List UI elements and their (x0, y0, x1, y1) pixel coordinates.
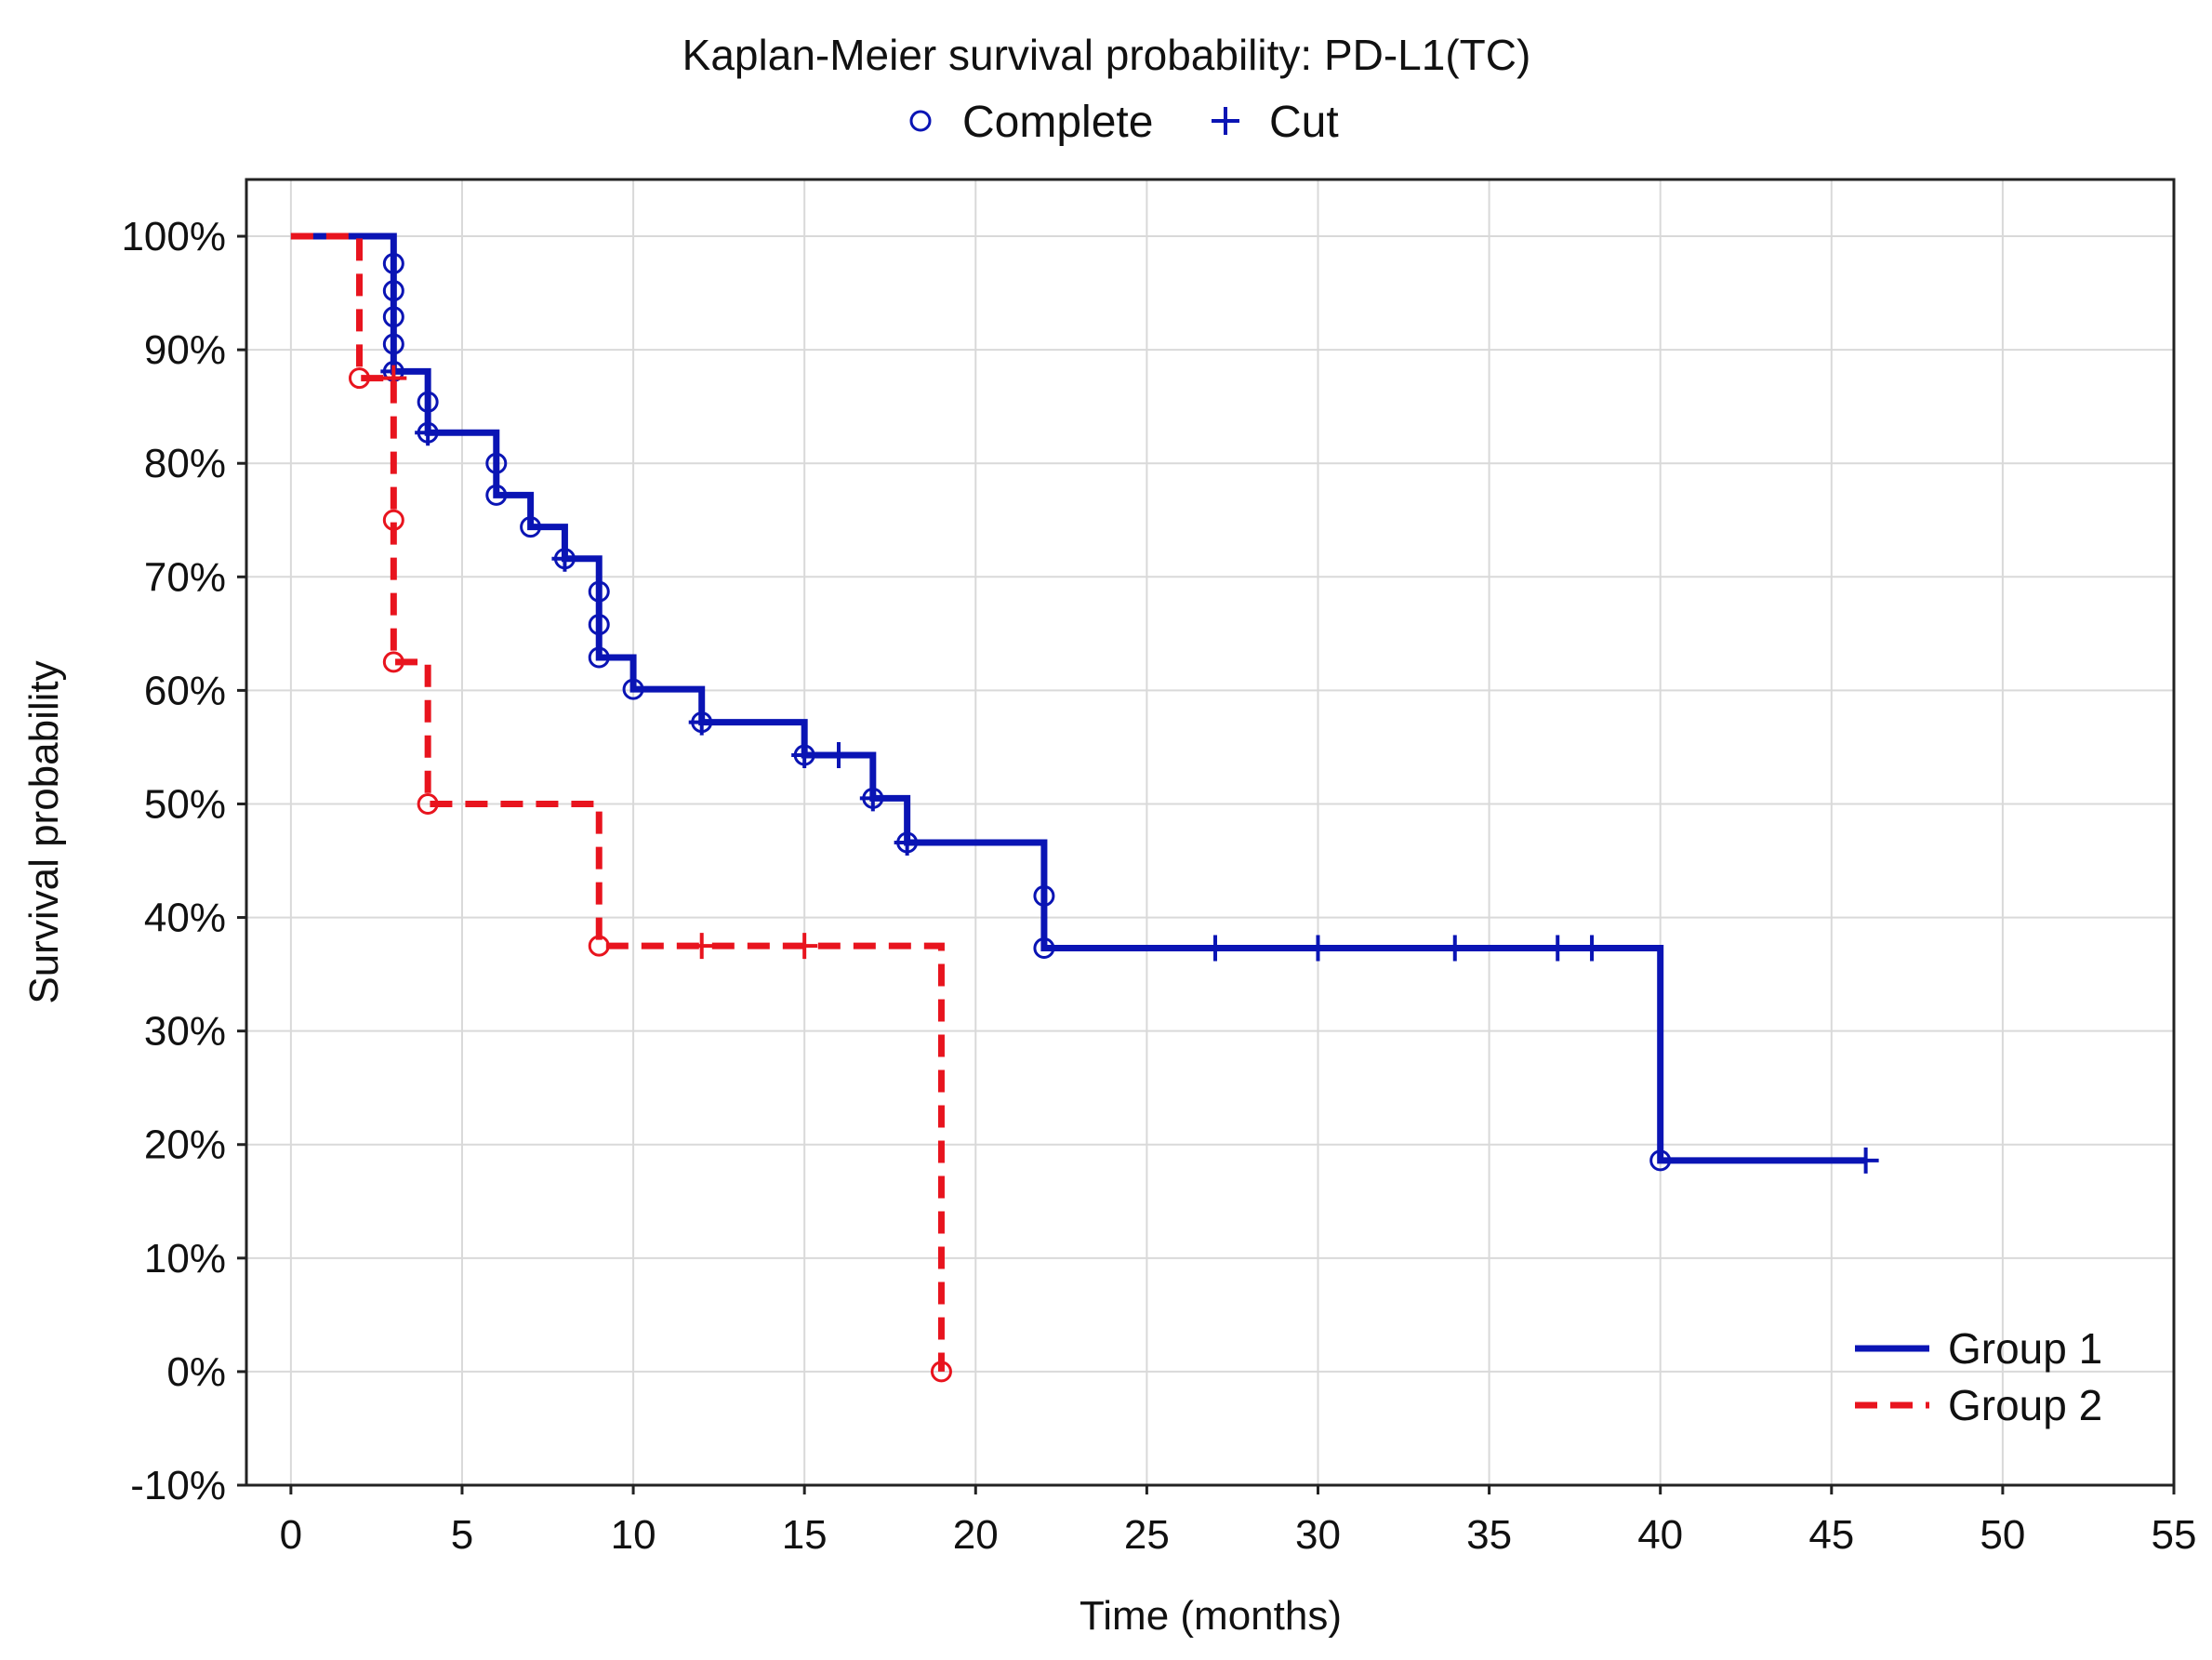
complete-marker (349, 367, 371, 390)
complete-marker (382, 651, 404, 673)
x-tick-label: 15 (782, 1512, 828, 1558)
group-2-legend-label: Group 2 (1948, 1381, 2102, 1429)
y-tick-label: 50% (144, 781, 226, 827)
y-tick-label: 10% (144, 1236, 226, 1282)
complete-marker (1649, 1149, 1672, 1172)
y-tick-label: 90% (144, 327, 226, 373)
censored-marker (1579, 935, 1606, 962)
complete-marker (930, 1361, 952, 1383)
series-1-line (290, 232, 1866, 1164)
complete-legend-symbol (909, 110, 932, 132)
grid-lines (246, 179, 2175, 1486)
chart-title: Kaplan-Meier survival probability: PD-L1… (682, 31, 1531, 79)
y-tick-label: -10% (130, 1463, 226, 1508)
complete-marker (382, 509, 404, 531)
x-axis-label: Time (months) (1080, 1593, 1342, 1639)
x-tick-label: 45 (1808, 1512, 1854, 1558)
censored-marker (894, 829, 921, 856)
y-tick-label: 30% (144, 1009, 226, 1055)
censored-marker (1305, 935, 1331, 962)
series-2 (290, 232, 952, 1383)
censored-marker (551, 545, 578, 572)
censored-marker (1544, 935, 1571, 962)
complete-marker (382, 252, 404, 274)
cut-legend-label: Cut (1269, 98, 1339, 147)
x-tick-label: 0 (280, 1512, 302, 1558)
complete-marker (520, 516, 542, 538)
x-tick-label: 10 (611, 1512, 656, 1558)
complete-marker (382, 333, 404, 355)
plot-frame (245, 178, 2176, 1487)
censored-marker (859, 785, 886, 812)
x-axis-ticks: 0 5 10 15 20 25 30 35 40 45 50 55 (280, 1485, 2197, 1558)
complete-marker (1033, 884, 1055, 907)
complete-marker (382, 280, 404, 302)
complete-marker (588, 935, 610, 957)
censored-marker (1852, 1147, 1879, 1174)
complete-marker (485, 484, 508, 506)
censored-marker (688, 933, 715, 960)
y-tick-label: 60% (144, 668, 226, 713)
censored-marker (1441, 935, 1468, 962)
y-tick-label: 100% (121, 214, 226, 259)
y-tick-label: 20% (144, 1122, 226, 1168)
complete-marker (417, 391, 439, 413)
complete-legend-label: Complete (962, 98, 1153, 147)
y-tick-label: 80% (144, 441, 226, 486)
censored-marker (791, 933, 818, 960)
complete-marker (382, 306, 404, 328)
x-tick-label: 25 (1124, 1512, 1170, 1558)
x-tick-label: 50 (1980, 1512, 2025, 1558)
series-layer (290, 232, 1879, 1383)
complete-marker (1033, 937, 1055, 960)
complete-marker (588, 614, 610, 636)
y-tick-label: 40% (144, 896, 226, 941)
censored-marker (1202, 935, 1229, 962)
x-tick-label: 40 (1637, 1512, 1683, 1558)
x-tick-label: 20 (953, 1512, 999, 1558)
censored-marker (825, 741, 852, 768)
censored-marker (415, 419, 442, 446)
y-axis-label: Survival probability (21, 660, 67, 1003)
complete-marker (417, 792, 439, 815)
censored-marker (791, 741, 818, 768)
x-tick-label: 5 (451, 1512, 473, 1558)
group-1-legend-label: Group 1 (1948, 1324, 2102, 1373)
cut-legend-symbol (1212, 107, 1239, 135)
complete-marker (622, 678, 644, 700)
complete-marker (485, 452, 508, 474)
y-tick-label: 0% (166, 1349, 226, 1395)
series-1 (290, 232, 1879, 1174)
complete-marker (588, 646, 610, 669)
x-tick-label: 30 (1295, 1512, 1341, 1558)
censored-marker (380, 365, 407, 392)
marker-legend: Complete Cut (909, 98, 1339, 147)
series-legend: Group 1 Group 2 (1855, 1324, 2102, 1429)
y-axis-ticks: -10% 0% 10% 20% 30% 40% 50% 60% 70% 80% 90% 100% (121, 214, 246, 1508)
censored-marker (688, 709, 715, 736)
complete-marker (588, 580, 610, 603)
x-tick-label: 35 (1466, 1512, 1512, 1558)
y-tick-label: 70% (144, 554, 226, 600)
x-tick-label: 55 (2152, 1512, 2197, 1558)
